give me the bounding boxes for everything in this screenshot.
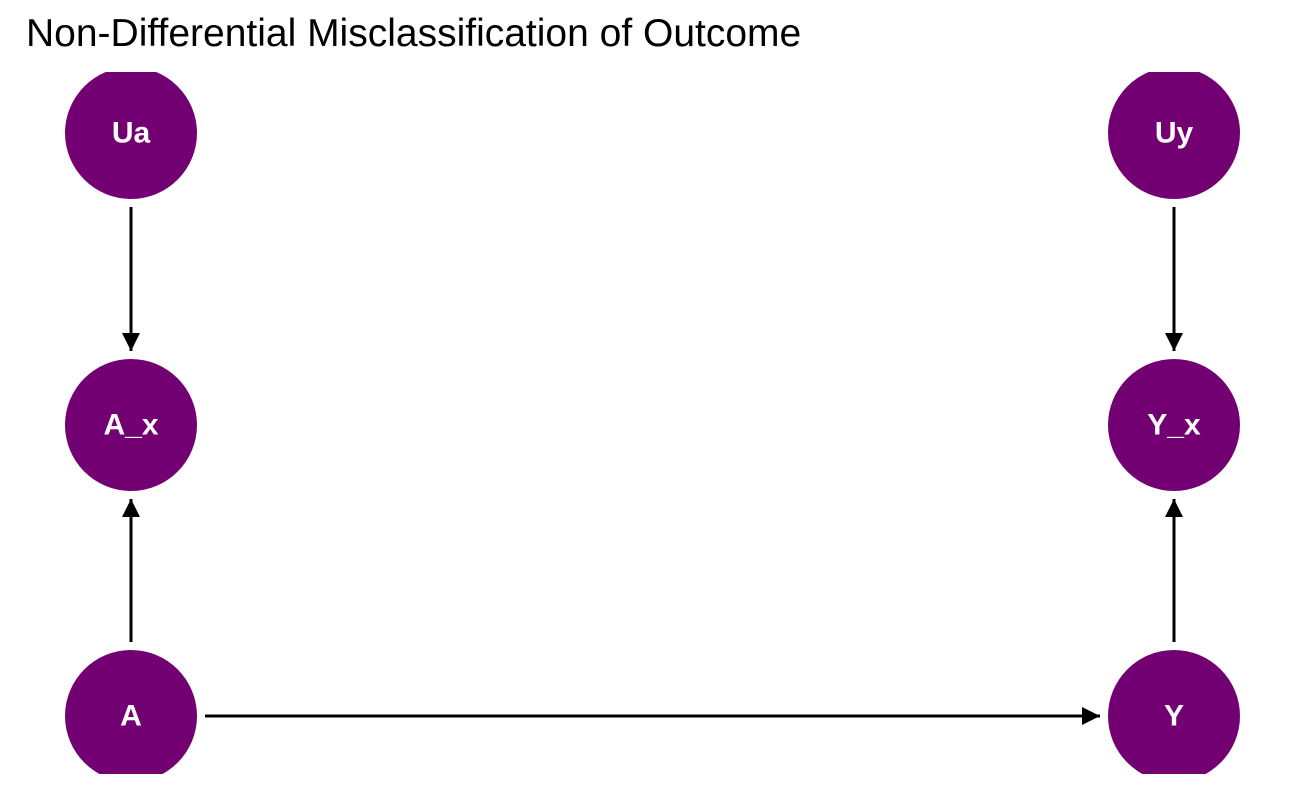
- nodes-layer: Ua Uy A_x Y_x A Y: [65, 72, 1240, 774]
- node-circle-a-x: [65, 359, 197, 491]
- node-a: A: [65, 650, 197, 774]
- node-circle-ua: [65, 72, 197, 199]
- node-circle-a: [65, 650, 197, 774]
- diagram-title: Non-Differential Misclassification of Ou…: [26, 12, 802, 55]
- node-ua: Ua: [65, 72, 197, 199]
- node-label-y-x: Y_x: [1147, 409, 1201, 442]
- node-label-uy: Uy: [1155, 117, 1194, 150]
- node-label-ua: Ua: [112, 117, 151, 150]
- node-label-a: A: [120, 700, 142, 733]
- node-circle-y: [1108, 650, 1240, 774]
- node-label-a-x: A_x: [103, 409, 158, 442]
- node-y: Y: [1108, 650, 1240, 774]
- node-y-x: Y_x: [1108, 359, 1240, 491]
- node-label-y: Y: [1164, 700, 1184, 733]
- node-circle-y-x: [1108, 359, 1240, 491]
- node-circle-uy: [1108, 72, 1240, 199]
- edges-layer: [122, 207, 1183, 725]
- node-uy: Uy: [1108, 72, 1240, 199]
- node-a-x: A_x: [65, 359, 197, 491]
